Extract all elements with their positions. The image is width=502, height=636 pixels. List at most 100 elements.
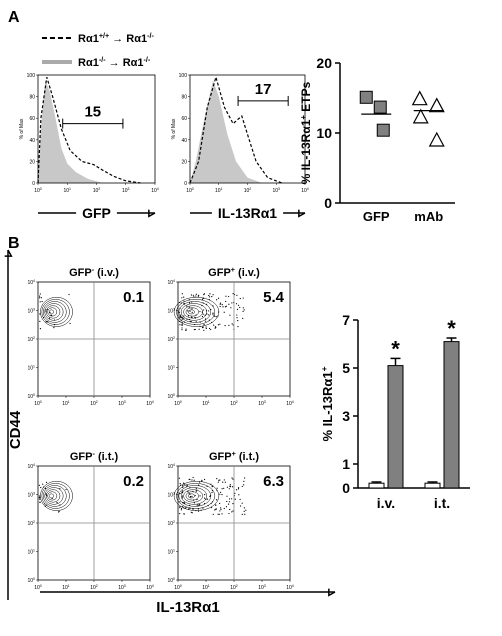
event-dot: [226, 500, 228, 503]
event-dot: [44, 487, 47, 490]
event-dot: [220, 491, 222, 494]
event-dot: [237, 304, 240, 306]
y-tick-label-exp: 0: [33, 577, 35, 581]
event-dot: [205, 320, 207, 322]
y-tick-label-exp: 2: [173, 336, 175, 340]
event-dot: [198, 481, 201, 483]
event-dot: [39, 320, 41, 323]
event-dot: [243, 507, 245, 509]
event-dot: [241, 502, 243, 504]
contour-line: [47, 491, 58, 501]
event-dot: [187, 490, 189, 493]
x-tick-label-exp: 2: [96, 584, 98, 588]
plot-title-part: GFP: [70, 451, 93, 463]
event-dot: [188, 508, 190, 510]
event-dot: [191, 316, 193, 318]
event-dot: [203, 309, 205, 311]
event-dot: [205, 326, 207, 328]
x-axis-label: GFP: [82, 205, 111, 221]
contour-line: [173, 480, 220, 511]
event-dot: [186, 305, 188, 307]
event-dot: [208, 294, 210, 297]
y-axis-label: CD44: [7, 410, 24, 449]
x-tick-label-exp: 0: [192, 187, 194, 191]
x-tick-label-exp: 1: [68, 584, 70, 588]
histogram-fill: [190, 80, 262, 183]
event-dot: [183, 296, 185, 298]
y-tick-label-exp: 2: [33, 336, 35, 340]
event-dot: [223, 487, 225, 489]
y-axis-label-part: +: [319, 366, 329, 371]
contour-line: [185, 307, 199, 317]
x-tick-label-exp: 3: [278, 187, 280, 191]
event-dot: [179, 482, 181, 485]
y-tick-label-exp: 0: [33, 393, 35, 397]
y-tick-label: 20: [181, 159, 187, 165]
event-dot: [179, 324, 181, 326]
legend-label-part: -/-: [144, 56, 151, 64]
event-dot: [232, 292, 234, 295]
y-tick-label-base: 10: [27, 464, 33, 470]
y-tick-label: 104: [167, 463, 175, 470]
x-tick-label: mAb: [414, 209, 443, 224]
x-tick-label-exp: 4: [292, 584, 294, 588]
event-dot: [181, 495, 184, 497]
x-tick-label: 102: [230, 400, 238, 407]
event-dot: [188, 492, 190, 495]
plot-title-part: (i.t.): [95, 451, 119, 463]
x-tick-label-base: 10: [34, 401, 40, 407]
event-dot: [243, 309, 245, 311]
event-dot: [216, 478, 218, 480]
plot-title: GFP+ (i.v.): [208, 266, 260, 279]
event-dot: [217, 324, 220, 326]
contour-line: [44, 487, 64, 505]
x-tick-label-base: 10: [62, 401, 68, 407]
x-tick-label: 103: [258, 400, 266, 407]
x-tick-label-exp: 2: [98, 187, 100, 191]
plot-title-part: -: [93, 450, 96, 458]
event-dot: [40, 486, 42, 489]
event-dot: [219, 303, 221, 305]
y-tick-label-base: 10: [27, 493, 33, 499]
event-dot: [40, 297, 42, 299]
event-dot: [192, 476, 194, 479]
x-tick-label: 104: [286, 584, 294, 591]
event-dot: [232, 510, 234, 512]
event-dot: [218, 479, 220, 481]
y-tick-label-base: 10: [27, 394, 33, 400]
plot-title-part: (i.v.): [235, 267, 260, 279]
contour-line: [41, 483, 70, 509]
event-dot: [237, 320, 239, 322]
contour-line: [187, 493, 195, 499]
y-tick-label: 20: [29, 159, 35, 165]
event-dot: [219, 502, 221, 505]
event-dot: [181, 327, 183, 329]
y-tick-label: 40: [29, 138, 35, 144]
y-tick-label-exp: 4: [173, 279, 175, 283]
legend-label-part: Rα1: [78, 33, 99, 45]
event-dot: [195, 293, 197, 295]
y-tick-label: 101: [167, 365, 175, 372]
y-tick-label-exp: 1: [33, 365, 35, 369]
event-dot: [226, 495, 228, 497]
x-tick-label: 104: [146, 584, 154, 591]
event-dot: [191, 311, 193, 313]
event-dot: [39, 327, 42, 330]
event-dot: [180, 507, 183, 510]
contour-line: [173, 296, 220, 327]
plot-title-part: (i.t.): [236, 451, 260, 463]
contour-line: [178, 301, 212, 323]
event-dot: [191, 308, 193, 310]
contour-line: [48, 493, 54, 499]
x-tick-label-exp: 0: [40, 400, 42, 404]
event-dot: [187, 310, 189, 312]
x-tick-label-base: 10: [186, 188, 192, 194]
event-dot: [223, 479, 225, 481]
y-tick-label-exp: 3: [33, 308, 35, 312]
event-dot: [210, 328, 212, 331]
event-dot: [178, 477, 181, 479]
event-dot: [189, 320, 191, 323]
event-dot: [234, 498, 236, 500]
event-dot: [204, 494, 206, 496]
x-tick-label-base: 10: [34, 188, 40, 194]
